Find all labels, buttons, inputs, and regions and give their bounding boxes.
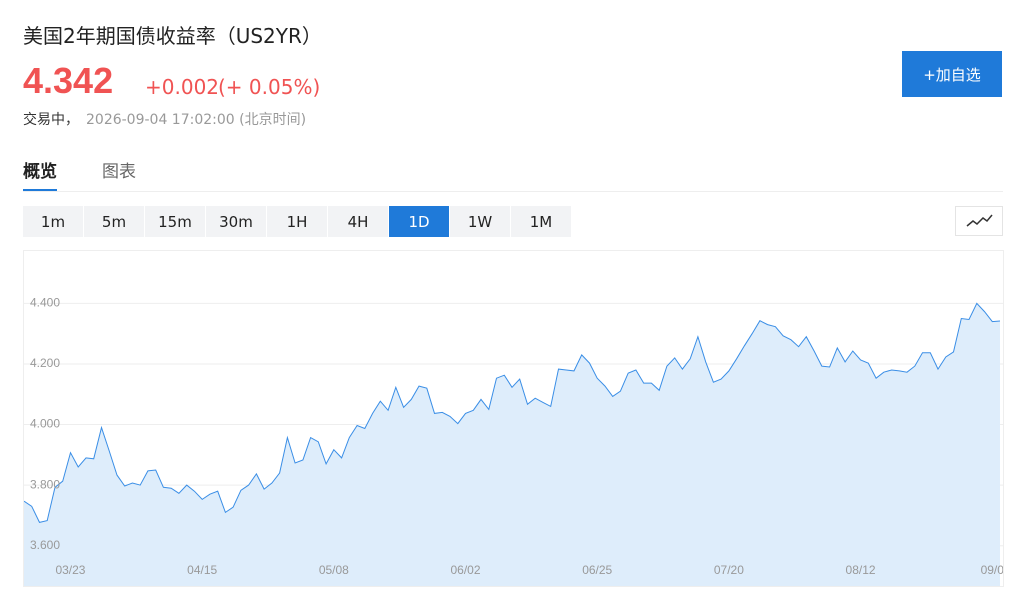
tabs: 概览 图表 — [23, 157, 136, 192]
change-percent: (+ 0.05%) — [218, 75, 321, 99]
range-button[interactable]: 5m — [84, 206, 144, 237]
title: 美国2年期国债收益率（US2YR） — [23, 24, 322, 48]
y-tick-label: 4.200 — [30, 356, 60, 370]
change: +0.002 — [145, 75, 220, 99]
chart-type-icon — [966, 214, 993, 227]
divider — [23, 191, 1003, 192]
area-fill — [24, 303, 1000, 586]
status: 交易中， — [23, 112, 79, 128]
tab[interactable]: 概览 — [23, 157, 57, 192]
x-tick-label: 05/08 — [319, 563, 349, 577]
y-tick-label: 4.400 — [30, 296, 60, 310]
chart-type-button[interactable] — [955, 206, 1003, 236]
range-button[interactable]: 30m — [206, 206, 266, 237]
range-buttons: 1m 5m 15m 30m 1H 4H 1D 1W 1M — [23, 206, 571, 237]
tab[interactable]: 图表 — [102, 162, 136, 182]
add-watchlist-button[interactable]: +加自选 — [902, 51, 1002, 97]
x-tick-label: 09/0 — [981, 563, 1005, 577]
y-tick-label: 3.600 — [30, 538, 60, 552]
y-tick-label: 3.800 — [30, 477, 60, 491]
x-tick-label: 06/25 — [582, 563, 612, 577]
timestamp: 2026-09-04 17:02:00 (北京时间) — [86, 112, 307, 128]
range-button[interactable]: 15m — [145, 206, 205, 237]
x-tick-label: 08/12 — [846, 563, 876, 577]
x-tick-label: 06/02 — [451, 563, 481, 577]
line — [24, 302, 1001, 523]
range-button[interactable]: 1W — [450, 206, 510, 237]
x-tick-label: 03/23 — [55, 563, 85, 577]
range-button[interactable]: 4H — [328, 206, 388, 237]
range-button[interactable]: 1M — [511, 206, 571, 237]
range-button[interactable]: 1m — [23, 206, 83, 237]
price: 4.342 — [23, 60, 114, 101]
x-tick-label: 04/15 — [187, 563, 217, 577]
x-tick-label: 07/20 — [714, 563, 744, 577]
chart-frame — [23, 250, 1004, 587]
range-button[interactable]: 1H — [267, 206, 327, 237]
plot-area: 3.600 3.800 4.000 4.200 4.400 03/23 04/15 05/08… — [24, 296, 1005, 586]
range-button[interactable]: 1D — [389, 206, 449, 237]
y-tick-label: 4.000 — [30, 417, 60, 431]
